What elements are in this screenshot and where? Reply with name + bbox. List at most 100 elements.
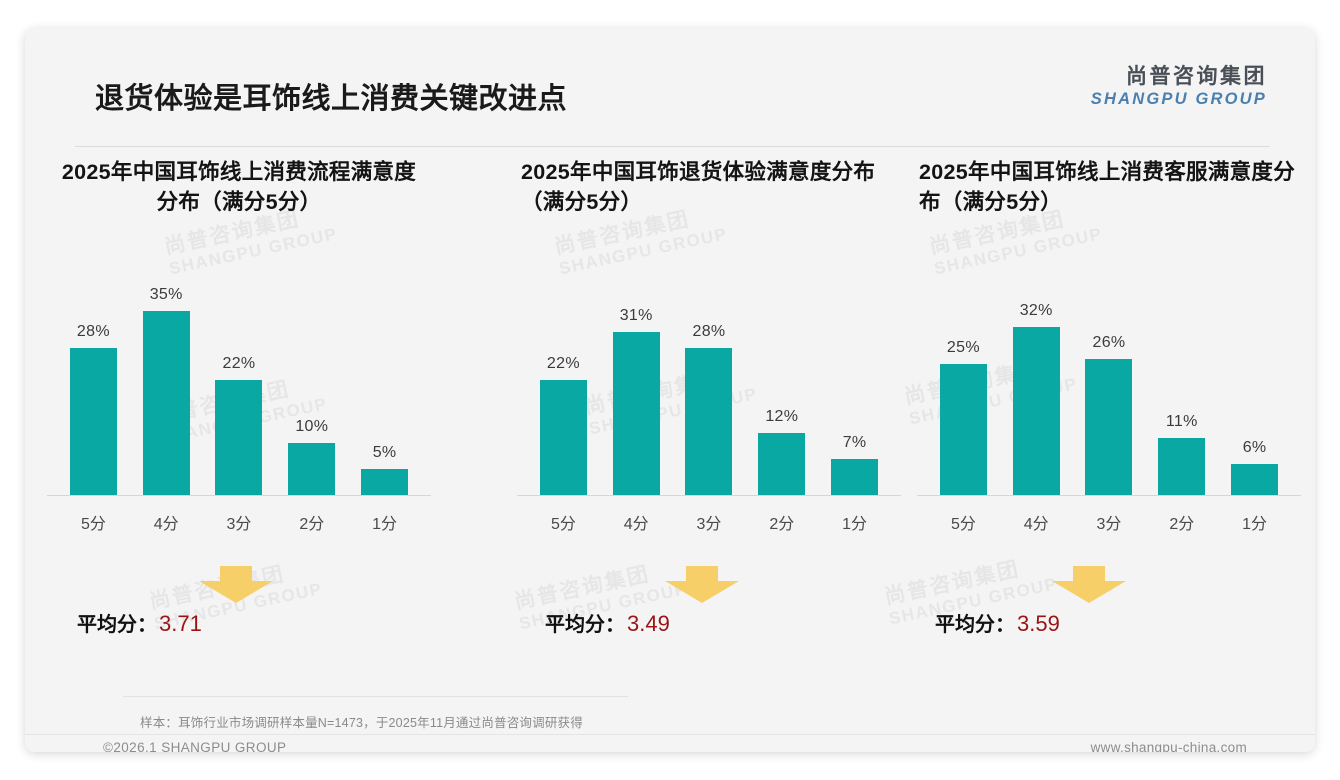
bar-item: 5% bbox=[348, 278, 421, 496]
x-axis-line bbox=[517, 495, 901, 496]
average-score-label: 平均分： bbox=[935, 614, 1015, 636]
average-score-text: 平均分：3.59 bbox=[935, 608, 1060, 637]
footnote-divider bbox=[123, 696, 628, 697]
website-url[interactable]: www.shangpu-china.com bbox=[1090, 740, 1247, 752]
bar bbox=[831, 459, 879, 496]
category-label: 4分 bbox=[623, 516, 649, 533]
average-score-label: 平均分： bbox=[545, 614, 625, 636]
category-label: 2分 bbox=[769, 516, 795, 533]
bar-item: 22% bbox=[527, 278, 600, 496]
category-label: 4分 bbox=[1023, 516, 1049, 533]
bar-value-label: 22% bbox=[222, 355, 256, 372]
slide-footer bbox=[25, 735, 1315, 752]
average-score-block: 平均分：3.71 bbox=[47, 566, 431, 646]
category-label: 4分 bbox=[153, 516, 179, 533]
bar-item: 22% bbox=[203, 278, 276, 496]
bar-value-label: 11% bbox=[1165, 413, 1198, 430]
slide-header: 退货体验是耳饰线上消费关键改进点 尚普咨询集团 SHANGPU GROUP bbox=[25, 28, 1315, 123]
category-label: 5分 bbox=[550, 516, 576, 533]
logo-chinese-text: 尚普咨询集团 bbox=[1126, 65, 1267, 88]
bar-chart-plot: 28% 35% 22% 10% bbox=[47, 278, 431, 496]
average-score-value: 3.71 bbox=[159, 611, 202, 636]
down-arrow-icon bbox=[1052, 566, 1126, 603]
bar bbox=[758, 433, 806, 496]
category-labels: 5分 4分 3分 2分 1分 bbox=[517, 510, 901, 534]
chart-title: 2025年中国耳饰退货体验满意度分布（满分5分） bbox=[521, 160, 876, 214]
category-label: 5分 bbox=[80, 516, 106, 533]
bar-item: 6% bbox=[1218, 278, 1291, 496]
bar-group: 25% 32% 26% 11% bbox=[927, 278, 1291, 496]
bar-item: 28% bbox=[57, 278, 130, 496]
bar-item: 28% bbox=[673, 278, 746, 496]
bar bbox=[215, 380, 263, 496]
bar-group: 22% 31% 28% 12% bbox=[527, 278, 891, 496]
category-labels: 5分 4分 3分 2分 1分 bbox=[47, 510, 431, 534]
category-label: 2分 bbox=[299, 516, 325, 533]
category-label: 1分 bbox=[372, 516, 398, 533]
down-arrow-icon bbox=[665, 566, 739, 603]
bar-item: 25% bbox=[927, 278, 1000, 496]
bar bbox=[539, 380, 587, 496]
bar-value-label: 28% bbox=[692, 323, 726, 340]
bar-value-label: 28% bbox=[76, 323, 110, 340]
bar-group: 28% 35% 22% 10% bbox=[57, 278, 421, 496]
category-label: 2分 bbox=[1169, 516, 1195, 533]
bar-value-label: 22% bbox=[546, 355, 580, 372]
bar-item: 7% bbox=[818, 278, 891, 496]
bar-item: 11% bbox=[1145, 278, 1218, 496]
page-title: 退货体验是耳饰线上消费关键改进点 bbox=[95, 83, 568, 115]
bar-chart-plot: 25% 32% 26% 11% bbox=[917, 278, 1301, 496]
chart-title: 2025年中国耳饰线上消费流程满意度分布（满分5分） bbox=[61, 160, 417, 214]
bar-item: 32% bbox=[1000, 278, 1073, 496]
charts-row: 2025年中国耳饰线上消费流程满意度分布（满分5分） 28% 35% 22% bbox=[25, 158, 1315, 646]
bar bbox=[685, 348, 733, 496]
bar bbox=[612, 332, 660, 496]
bar-item: 35% bbox=[130, 278, 203, 496]
bar bbox=[142, 311, 190, 496]
bar-value-label: 5% bbox=[372, 444, 397, 461]
footer-divider bbox=[25, 734, 1315, 735]
chart-panel-return-experience: 2025年中国耳饰退货体验满意度分布（满分5分） 22% 31% 28% bbox=[509, 158, 909, 646]
bar bbox=[288, 443, 336, 496]
bar-value-label: 25% bbox=[946, 339, 980, 356]
bar bbox=[361, 469, 409, 496]
category-label: 5分 bbox=[950, 516, 976, 533]
company-logo: 尚普咨询集团 SHANGPU GROUP bbox=[1091, 66, 1267, 108]
footnote-text: 样本：耳饰行业市场调研样本量N=1473，于2025年11月通过尚普咨询调研获得 bbox=[140, 716, 583, 730]
logo-english-text: SHANGPU GROUP bbox=[1090, 90, 1267, 108]
average-score-block: 平均分：3.59 bbox=[917, 566, 1301, 646]
category-labels: 5分 4分 3分 2分 1分 bbox=[917, 510, 1301, 534]
average-score-value: 3.59 bbox=[1017, 611, 1060, 636]
bar-item: 31% bbox=[600, 278, 673, 496]
header-divider bbox=[75, 146, 1270, 147]
slide-card: 尚普咨询集团 SHANGPU GROUP 尚普咨询集团 SHANGPU GROU… bbox=[25, 28, 1315, 752]
bar-value-label: 10% bbox=[295, 418, 329, 435]
category-label: 3分 bbox=[226, 516, 252, 533]
bar-value-label: 12% bbox=[765, 408, 799, 425]
chart-panel-process-satisfaction: 2025年中国耳饰线上消费流程满意度分布（满分5分） 28% 35% 22% bbox=[39, 158, 439, 646]
x-axis-line bbox=[917, 495, 1301, 496]
down-arrow-icon bbox=[199, 566, 273, 603]
chart-panel-customer-service: 2025年中国耳饰线上消费客服满意度分布（满分5分） 25% 32% 26% bbox=[909, 158, 1309, 646]
bar-value-label: 6% bbox=[1242, 439, 1267, 456]
bar bbox=[1085, 359, 1133, 496]
bar bbox=[1158, 438, 1206, 496]
copyright-text: ©2026.1 SHANGPU GROUP bbox=[103, 740, 287, 752]
average-score-value: 3.49 bbox=[627, 611, 670, 636]
category-label: 1分 bbox=[842, 516, 868, 533]
category-label: 3分 bbox=[696, 516, 722, 533]
bar-value-label: 32% bbox=[1019, 302, 1053, 319]
average-score-text: 平均分：3.71 bbox=[77, 608, 202, 637]
bar-value-label: 31% bbox=[619, 307, 653, 324]
bar-value-label: 26% bbox=[1092, 334, 1126, 351]
bar-value-label: 7% bbox=[842, 434, 867, 451]
average-score-block: 平均分：3.49 bbox=[517, 566, 901, 646]
chart-title: 2025年中国耳饰线上消费客服满意度分布（满分5分） bbox=[919, 160, 1296, 214]
average-score-text: 平均分：3.49 bbox=[545, 608, 670, 637]
average-score-label: 平均分： bbox=[77, 614, 157, 636]
bar bbox=[1012, 327, 1060, 496]
bar bbox=[1231, 464, 1279, 496]
bar-item: 26% bbox=[1073, 278, 1146, 496]
x-axis-line bbox=[47, 495, 431, 496]
bar-item: 12% bbox=[745, 278, 818, 496]
